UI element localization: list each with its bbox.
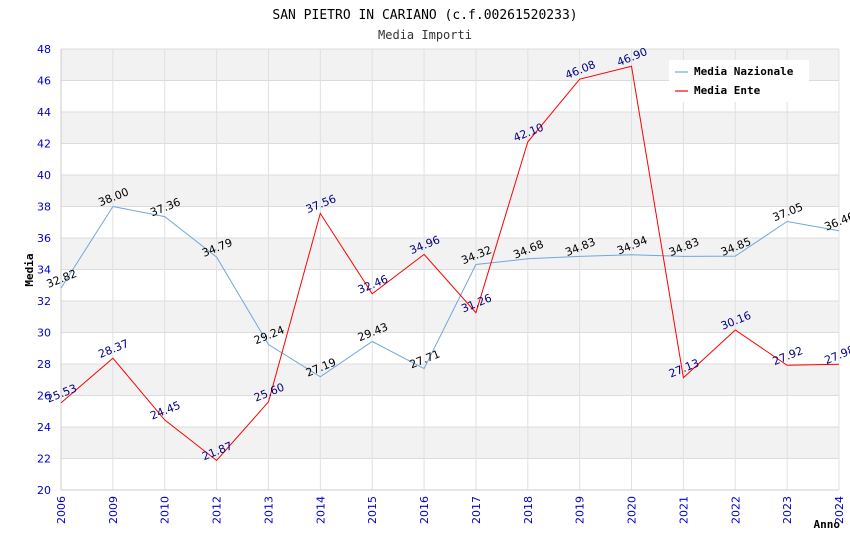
x-tick-label: 2014 xyxy=(314,496,327,524)
legend: Media Nazionale Media Ente xyxy=(669,60,809,102)
grid-band xyxy=(61,332,839,364)
x-axis-ticks: 2006 2009 2010 2012 2013 2014 2015 2016 2017 2018… xyxy=(55,496,846,524)
x-tick-label: 2012 xyxy=(211,496,224,524)
legend-label-ente: Media Ente xyxy=(694,84,761,97)
y-tick-label: 34 xyxy=(37,264,51,277)
grid-band xyxy=(61,269,839,301)
x-tick-label: 2009 xyxy=(107,496,120,524)
y-tick-label: 46 xyxy=(37,75,51,88)
grid-band xyxy=(61,395,839,427)
grid-band xyxy=(61,427,839,459)
y-tick-label: 30 xyxy=(37,327,51,340)
grid-band xyxy=(61,238,839,270)
legend-label-nazionale: Media Nazionale xyxy=(694,65,794,78)
x-tick-label: 2006 xyxy=(55,496,68,524)
y-tick-label: 44 xyxy=(37,106,51,119)
grid-band xyxy=(61,112,839,144)
x-tick-label: 2022 xyxy=(729,496,742,524)
gridlines xyxy=(60,48,840,491)
grid-band xyxy=(61,364,839,396)
chart-subtitle: Media Importi xyxy=(378,28,472,42)
x-tick-label: 2016 xyxy=(418,496,431,524)
y-tick-label: 26 xyxy=(37,390,51,403)
x-tick-label: 2020 xyxy=(626,496,639,524)
x-tick-label: 2019 xyxy=(574,496,587,524)
x-tick-label: 2018 xyxy=(522,496,535,524)
legend-box xyxy=(669,60,809,102)
chart-title: SAN PIETRO IN CARIANO (c.f.00261520233) xyxy=(272,8,577,23)
y-tick-label: 32 xyxy=(37,295,51,308)
y-tick-label: 24 xyxy=(37,421,51,434)
x-tick-label: 2021 xyxy=(677,496,690,524)
series-line-nazionale xyxy=(60,205,840,378)
x-tick-label: 2023 xyxy=(781,496,794,524)
grid-band xyxy=(61,175,839,207)
grid-bands xyxy=(61,49,839,490)
series-line-ente xyxy=(60,65,840,462)
x-tick-label: 2024 xyxy=(833,496,846,524)
grid-band xyxy=(61,206,839,238)
x-tick-label: 2017 xyxy=(470,496,483,524)
y-tick-label: 40 xyxy=(37,169,51,182)
grid-band xyxy=(61,458,839,490)
y-axis-ticks: 20 22 24 26 28 30 32 34 36 38 40 42 44 46 48 xyxy=(37,43,51,497)
x-tick-label: 2015 xyxy=(366,496,379,524)
x-tick-label: 2013 xyxy=(262,496,275,524)
y-tick-label: 36 xyxy=(37,232,51,245)
y-tick-label: 42 xyxy=(37,138,51,151)
series-lines xyxy=(60,65,840,462)
y-tick-label: 48 xyxy=(37,43,51,56)
y-tick-label: 20 xyxy=(37,484,51,497)
y-tick-label: 38 xyxy=(37,201,51,214)
y-axis-label: Media xyxy=(23,253,36,286)
x-axis-label: Anno xyxy=(814,518,841,531)
x-tick-label: 2010 xyxy=(159,496,172,524)
grid-band xyxy=(61,143,839,175)
y-tick-label: 22 xyxy=(37,453,51,466)
y-tick-label: 28 xyxy=(37,358,51,371)
